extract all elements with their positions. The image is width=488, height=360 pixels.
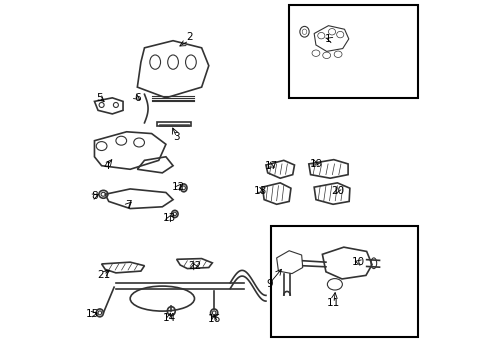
- Text: 19: 19: [309, 159, 322, 169]
- Text: 17: 17: [264, 161, 277, 171]
- Text: 14: 14: [163, 312, 176, 323]
- Text: 15: 15: [86, 309, 99, 319]
- Text: 8: 8: [91, 191, 98, 201]
- Text: 2: 2: [185, 32, 192, 42]
- Text: 4: 4: [103, 161, 110, 171]
- Text: 22: 22: [187, 261, 201, 271]
- Bar: [288, 5, 417, 98]
- Text: 21: 21: [97, 270, 110, 280]
- Text: 10: 10: [351, 257, 365, 267]
- Text: 20: 20: [330, 186, 343, 196]
- Text: 5: 5: [96, 93, 103, 103]
- Text: 1: 1: [325, 34, 331, 44]
- Text: 12: 12: [171, 182, 184, 192]
- Text: 3: 3: [173, 132, 180, 142]
- Text: 11: 11: [326, 298, 340, 308]
- Text: 9: 9: [265, 279, 272, 289]
- Text: 13: 13: [163, 212, 176, 222]
- Text: 16: 16: [207, 314, 220, 324]
- Text: 18: 18: [253, 186, 266, 196]
- Text: 6: 6: [134, 93, 141, 103]
- Bar: [271, 226, 417, 337]
- Text: 7: 7: [125, 200, 131, 210]
